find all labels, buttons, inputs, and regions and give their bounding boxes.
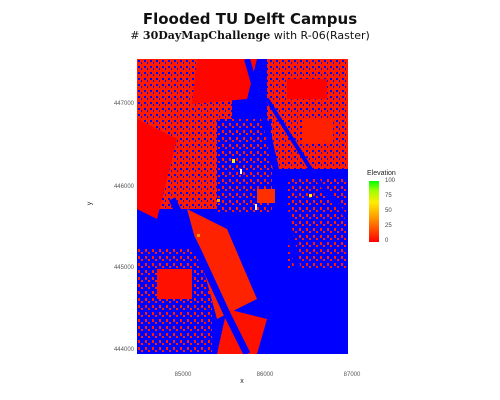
legend-tick-75: 75 bbox=[385, 193, 392, 199]
built-area-southwest bbox=[137, 249, 212, 354]
x-axis-label: x bbox=[240, 378, 244, 385]
y-tick-447000: 447000 bbox=[113, 101, 134, 107]
high-spot-5 bbox=[197, 234, 200, 237]
high-spot-1 bbox=[232, 159, 235, 163]
y-tick-446000: 446000 bbox=[113, 184, 134, 190]
x-tick-86000: 86000 bbox=[256, 372, 274, 378]
legend-tick-25: 25 bbox=[385, 223, 392, 229]
high-spot-3 bbox=[217, 199, 220, 202]
high-spot-4 bbox=[255, 204, 257, 210]
road-east bbox=[265, 97, 348, 221]
subtitle-hashtag: 30DayMapChallenge bbox=[142, 29, 271, 42]
legend-tick-100: 100 bbox=[385, 178, 396, 184]
subtitle-prefix: # bbox=[130, 29, 143, 42]
y-tick-445000: 445000 bbox=[113, 265, 134, 271]
chart-title: Flooded TU Delft Campus bbox=[142, 10, 358, 28]
flood-raster-map bbox=[137, 59, 348, 354]
red-district-mid bbox=[187, 209, 257, 319]
y-tick-444000: 444000 bbox=[113, 347, 134, 353]
legend-tick-50: 50 bbox=[385, 208, 392, 214]
map-panel bbox=[137, 59, 348, 354]
red-district-top bbox=[192, 59, 257, 104]
legend-tick-0: 0 bbox=[385, 238, 389, 244]
subtitle-suffix: with R-06(Raster) bbox=[270, 29, 370, 42]
red-block-a bbox=[287, 79, 327, 99]
canal bbox=[168, 197, 251, 354]
red-district-west bbox=[137, 119, 177, 219]
legend-title: Elevation bbox=[367, 170, 396, 177]
chart-subtitle: # 30DayMapChallenge with R-06(Raster) bbox=[0, 29, 500, 42]
red-block-c bbox=[157, 269, 192, 299]
red-block-b bbox=[302, 119, 332, 144]
high-spot-6 bbox=[309, 194, 312, 197]
x-tick-85000: 85000 bbox=[174, 372, 192, 378]
red-block-d bbox=[257, 189, 275, 203]
y-axis-label: y bbox=[86, 201, 94, 206]
x-tick-87000: 87000 bbox=[343, 372, 361, 378]
high-spot-2 bbox=[240, 169, 242, 174]
built-area-northeast bbox=[267, 59, 348, 169]
legend-colorbar bbox=[369, 181, 379, 242]
railway bbox=[244, 59, 320, 354]
